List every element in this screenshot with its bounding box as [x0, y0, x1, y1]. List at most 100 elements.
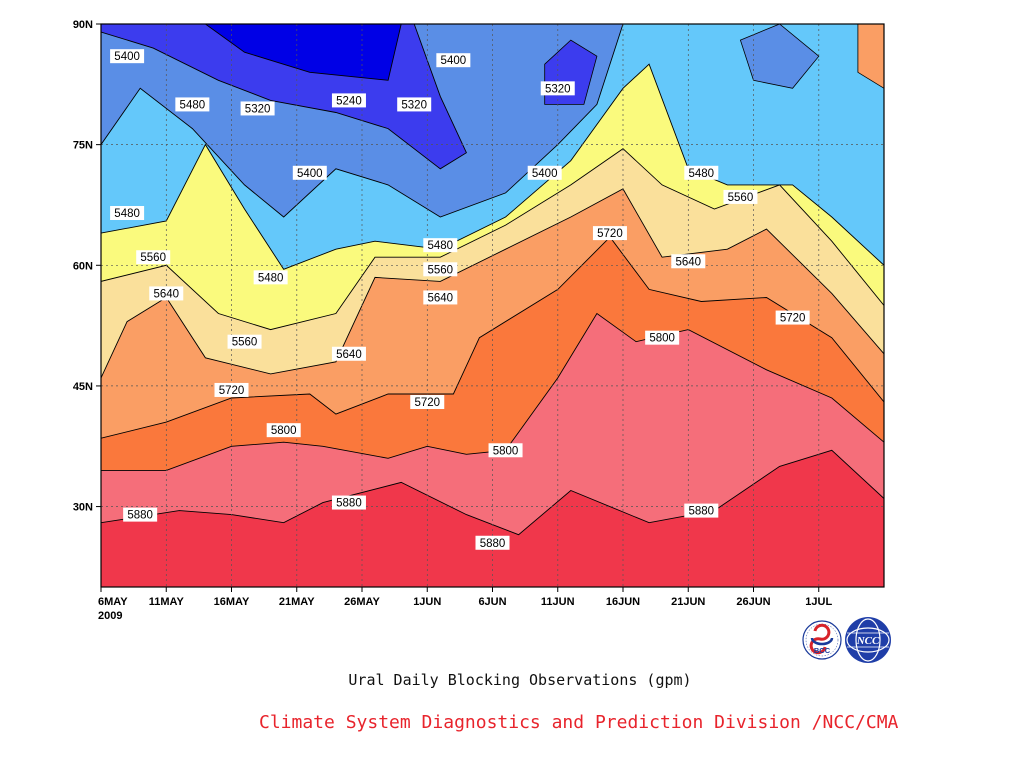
plot-grid — [100, 23, 884, 587]
contour-label-box — [488, 443, 523, 458]
contour-label-box — [423, 238, 458, 253]
x-tick-label: 26JUN — [736, 596, 770, 608]
contour-label: 5720 — [214, 382, 249, 397]
y-tick-label: 30N — [73, 502, 93, 514]
contour-label-text: 5400 — [114, 51, 140, 63]
contour-label-text: 5240 — [336, 95, 362, 107]
contour-label: 5720 — [410, 395, 445, 410]
contour-label-box — [136, 250, 171, 265]
contour-label: 5640 — [331, 346, 366, 361]
contour-band-5240 — [205, 24, 402, 81]
y-tick-label: 60N — [73, 260, 93, 272]
contour-label: 5320 — [540, 81, 575, 96]
contour-label-box — [645, 330, 680, 345]
contour-label-box — [410, 395, 445, 410]
contour-label-box — [240, 101, 275, 116]
contour-label-text: 5480 — [258, 272, 284, 284]
x-tick-label: 21JUN — [671, 596, 705, 608]
contour-label-text: 5320 — [545, 83, 571, 95]
contour-label: 5640 — [423, 290, 458, 305]
contour-feature-pocket-5640-northeast — [857, 24, 884, 89]
x-tick-label: 6MAY — [98, 596, 128, 608]
contour-label-box — [671, 254, 706, 269]
contour-label: 5880 — [123, 507, 158, 522]
contour-label-text: 5560 — [728, 192, 754, 204]
contour-label-text: 5640 — [675, 256, 701, 268]
chart-title: Ural Daily Blocking Observations (gpm) — [348, 671, 692, 689]
ncc-logo-text: NCC — [856, 635, 880, 647]
contour-label: 5240 — [331, 93, 366, 108]
contour-label-box — [214, 382, 249, 397]
contour-label-text: 5880 — [480, 538, 506, 550]
contour-label-text: 5720 — [219, 385, 245, 397]
contour-label-box — [123, 507, 158, 522]
contour-label-box — [723, 189, 758, 204]
bcc-logo-text: BCC — [814, 646, 831, 655]
x-tick-label: 16JUN — [606, 596, 640, 608]
contour-label-text: 5880 — [127, 510, 153, 522]
contour-label-box — [253, 270, 288, 285]
contour-label: 5880 — [331, 495, 366, 510]
contour-label-text: 5560 — [428, 264, 454, 276]
contour-label: 5480 — [684, 165, 719, 180]
year-label: 2009 — [98, 610, 122, 622]
contour-label: 5560 — [136, 250, 171, 265]
x-axis-ticks: 6MAY 11MAY 16MAY 21MAY 26MAY 1JUN 6JUN 11JUN 16J… — [98, 587, 832, 608]
contour-label-box — [227, 334, 262, 349]
contour-label-box — [684, 165, 719, 180]
contour-label-box — [292, 165, 327, 180]
contour-label-box — [331, 93, 366, 108]
contour-label: 5400 — [292, 165, 327, 180]
contour-label-box — [175, 97, 210, 112]
contour-label-text: 5400 — [532, 168, 558, 180]
x-tick-label: 16MAY — [214, 596, 250, 608]
contour-label-box — [266, 423, 301, 438]
contour-label: 5480 — [175, 97, 210, 112]
contour-label: 5320 — [397, 97, 432, 112]
x-tick-label: 1JUL — [805, 596, 832, 608]
x-tick-label: 11JUN — [541, 596, 575, 608]
contour-label-text: 5880 — [336, 498, 362, 510]
contour-label-text: 5480 — [180, 99, 206, 111]
contour-label: 5720 — [592, 226, 627, 241]
contour-label: 5480 — [253, 270, 288, 285]
contour-label-box — [397, 97, 432, 112]
contour-label: 5400 — [110, 49, 145, 64]
contour-label-text: 5800 — [649, 333, 675, 345]
contour-line-5240 — [205, 24, 402, 81]
contour-label-text: 5800 — [271, 425, 297, 437]
contour-label: 5400 — [436, 53, 471, 68]
contour-label-text: 5720 — [597, 228, 623, 240]
contour-line-5400 — [101, 24, 624, 218]
contour-label: 5640 — [149, 286, 184, 301]
y-tick-label: 75N — [73, 140, 93, 152]
x-tick-label: 6JUN — [478, 596, 506, 608]
contour-label: 5800 — [266, 423, 301, 438]
contour-line-5560 — [101, 148, 884, 331]
contour-label-text: 5560 — [232, 337, 258, 349]
contour-label: 5560 — [227, 334, 262, 349]
contour-labels: 5400 5480 5320 5240 5320 5400 5320 5400 5400 5480… — [110, 49, 810, 550]
bcc-logo: BCC — [802, 620, 842, 660]
contour-label-box — [331, 495, 366, 510]
contour-label-box — [110, 206, 145, 221]
contour-label-text: 5720 — [780, 313, 806, 325]
contour-label-text: 5400 — [441, 55, 467, 67]
contour-line-5480 — [101, 63, 884, 270]
contour-label: 5480 — [423, 238, 458, 253]
contour-label-box — [592, 226, 627, 241]
contour-label-text: 5880 — [689, 506, 715, 518]
contour-label-box — [684, 503, 719, 518]
contour-label: 5560 — [723, 189, 758, 204]
contour-label-text: 5800 — [493, 445, 519, 457]
contour-label-box — [527, 165, 562, 180]
contour-label-box — [423, 262, 458, 277]
contour-label-box — [775, 310, 810, 325]
y-tick-label: 45N — [73, 381, 93, 393]
contour-feature-pocket-5400-east — [739, 24, 820, 89]
contour-label-box — [436, 53, 471, 68]
contour-label-text: 5320 — [245, 103, 271, 115]
contour-label-text: 5400 — [297, 168, 323, 180]
ncc-logo: NCC — [845, 617, 891, 663]
